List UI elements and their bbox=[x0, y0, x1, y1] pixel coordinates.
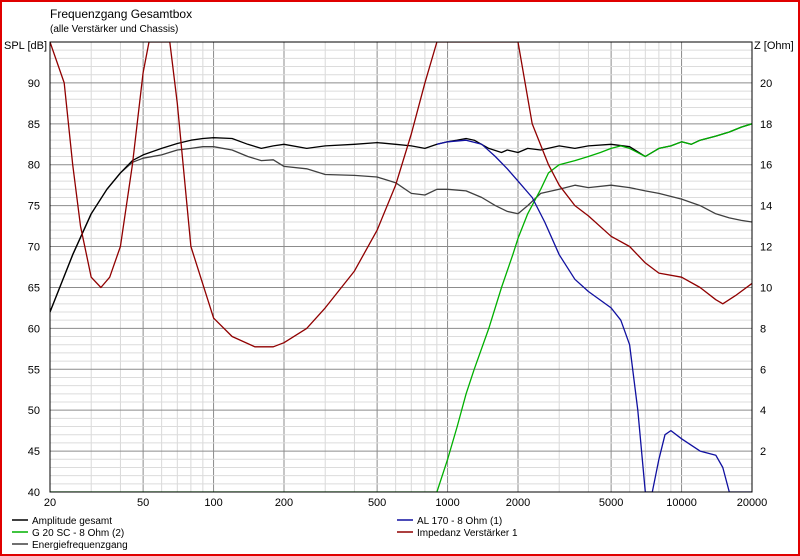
y-left-tick-label: 60 bbox=[28, 323, 40, 335]
legend-label: AL 170 - 8 Ohm (1) bbox=[417, 516, 502, 527]
x-tick-label: 2000 bbox=[506, 497, 530, 509]
x-tick-label: 100 bbox=[204, 497, 222, 509]
y-axis-left-label: SPL [dB] bbox=[4, 40, 47, 52]
y-right-tick-label: 6 bbox=[760, 364, 766, 376]
x-tick-label: 20 bbox=[44, 497, 56, 509]
legend: Amplitude gesamt AL 170 - 8 Ohm (1) G 20 S… bbox=[12, 516, 518, 551]
legend-label: Amplitude gesamt bbox=[32, 516, 112, 527]
legend-label: Energiefrequenzgang bbox=[32, 540, 128, 551]
plot-border bbox=[49, 41, 753, 493]
y-left-tick-label: 80 bbox=[28, 160, 40, 172]
legend-label: G 20 SC - 8 Ohm (2) bbox=[32, 528, 124, 539]
x-tick-label: 20000 bbox=[737, 497, 768, 509]
chart-title: Frequenzgang Gesamtbox bbox=[50, 7, 192, 21]
y-right-tick-label: 16 bbox=[760, 160, 772, 172]
y-left-tick-label: 45 bbox=[28, 446, 40, 458]
series-line-al-170-8-ohm-1- bbox=[436, 139, 752, 492]
y-right-tick-label: 20 bbox=[760, 78, 772, 90]
series-line-amplitude-gesamt bbox=[50, 123, 752, 313]
y-left-tick-label: 65 bbox=[28, 282, 40, 294]
y-right-tick-label: 18 bbox=[760, 119, 772, 131]
y-right-tick-label: 12 bbox=[760, 242, 772, 254]
series-line-energiefrequenzgang bbox=[50, 146, 752, 313]
tick-labels: 20 50 100 200 500 1000 2000 5000 10000 2000040455… bbox=[28, 78, 773, 509]
y-left-tick-label: 40 bbox=[28, 487, 40, 499]
x-tick-label: 200 bbox=[275, 497, 293, 509]
grid bbox=[49, 41, 753, 493]
y-right-tick-label: 8 bbox=[760, 323, 766, 335]
y-left-tick-label: 75 bbox=[28, 201, 40, 213]
y-left-tick-label: 50 bbox=[28, 405, 40, 417]
y-right-tick-label: 10 bbox=[760, 282, 772, 294]
x-tick-label: 5000 bbox=[599, 497, 623, 509]
x-tick-label: 50 bbox=[137, 497, 149, 509]
legend-label: Impedanz Verstärker 1 bbox=[417, 528, 518, 539]
y-axis-right-label: Z [Ohm] bbox=[754, 40, 794, 52]
y-left-tick-label: 85 bbox=[28, 119, 40, 131]
y-left-tick-label: 70 bbox=[28, 242, 40, 254]
y-left-tick-label: 55 bbox=[28, 364, 40, 376]
x-tick-label: 1000 bbox=[435, 497, 459, 509]
series-line-impedanz-verst-rker-1 bbox=[50, 42, 752, 348]
y-right-tick-label: 2 bbox=[760, 446, 766, 458]
series-line-g-20-sc-8-ohm-2- bbox=[50, 123, 752, 492]
plot-series bbox=[50, 42, 752, 492]
y-right-tick-label: 4 bbox=[760, 405, 766, 417]
x-tick-label: 10000 bbox=[666, 497, 697, 509]
chart-subtitle: (alle Verstärker und Chassis) bbox=[50, 24, 178, 35]
x-tick-label: 500 bbox=[368, 497, 386, 509]
y-right-tick-label: 14 bbox=[760, 201, 772, 213]
y-left-tick-label: 90 bbox=[28, 78, 40, 90]
